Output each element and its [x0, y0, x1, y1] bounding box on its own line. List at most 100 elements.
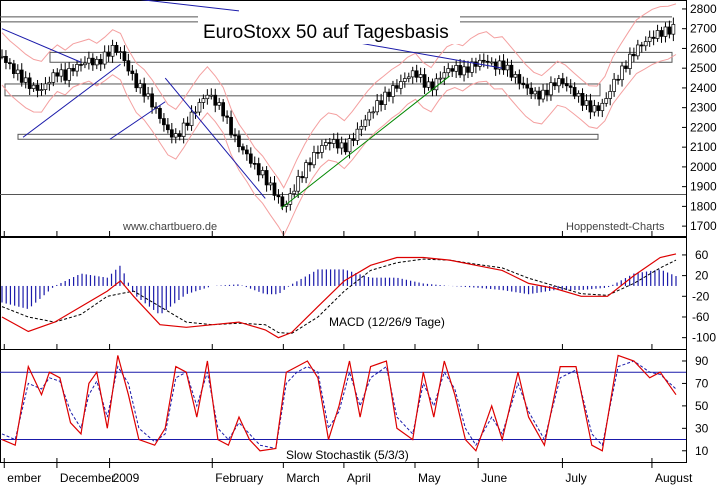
candle-body	[146, 93, 150, 97]
watermark-left: www.chartbuero.de	[122, 221, 217, 233]
candle-body	[106, 51, 111, 57]
candle-body	[379, 100, 383, 105]
candle-body	[505, 64, 510, 71]
macd-panel: 60 20 -20 -60 -100	[1, 248, 716, 345]
price-tick-label: 2200	[690, 120, 717, 134]
candle-body	[580, 93, 585, 106]
stoch-label: Slow Stochastik (5/3/3)	[286, 448, 409, 462]
stoch-tick-label: 50	[695, 399, 709, 413]
candle-body	[347, 138, 352, 153]
candle-body	[173, 133, 178, 138]
candle-body	[260, 170, 265, 176]
macd-signal-line	[1, 258, 677, 335]
price-tick-label: 2600	[690, 41, 717, 55]
candle-body	[205, 94, 210, 100]
candle-body	[556, 78, 561, 87]
candle-body	[126, 60, 131, 72]
candle-body	[525, 84, 530, 89]
candle-body	[0, 55, 4, 58]
candle-body	[316, 152, 320, 154]
candle-body	[391, 85, 395, 97]
candle-body	[395, 85, 399, 89]
candle-body	[237, 135, 241, 147]
candle-body	[639, 44, 644, 47]
candle-body	[248, 153, 253, 164]
candle-body	[422, 74, 427, 88]
candle-body	[564, 83, 569, 87]
candle-body	[114, 45, 119, 53]
candle-body	[138, 83, 143, 89]
candle-body	[134, 73, 139, 89]
candle-body	[272, 182, 277, 196]
stoch-tick-label: 70	[695, 376, 709, 390]
candle-body	[189, 111, 194, 126]
candle-body	[122, 51, 127, 62]
candle-body	[418, 74, 423, 78]
candle-body	[158, 108, 162, 119]
candle-body	[450, 68, 455, 72]
candle-body	[553, 82, 557, 87]
candle-body	[588, 100, 593, 113]
trend-line	[22, 63, 121, 138]
candle-body	[363, 119, 368, 127]
macd-tick-label: -60	[692, 310, 710, 324]
candle-body	[643, 41, 648, 47]
range-box	[49, 51, 673, 63]
title-box	[198, 16, 460, 44]
candle-body	[438, 77, 443, 80]
candle-body	[27, 77, 32, 89]
candle-body	[23, 77, 28, 83]
macd-tick-label: -20	[692, 289, 710, 303]
candle-body	[35, 84, 40, 91]
x-tick-label: March	[286, 471, 319, 485]
candle-body	[87, 57, 91, 64]
candle-body	[256, 163, 261, 176]
candle-body	[655, 30, 660, 39]
candle-body	[118, 51, 123, 53]
candle-body	[4, 55, 8, 63]
candle-body	[481, 59, 486, 62]
candle-body	[600, 102, 605, 111]
candle-body	[241, 146, 245, 151]
candle-body	[312, 152, 316, 166]
trend-line	[164, 77, 266, 199]
candle-body	[47, 81, 52, 85]
candle-body	[489, 61, 494, 64]
x-tick-label: May	[418, 471, 441, 485]
candle-body	[110, 45, 115, 57]
candle-body	[533, 90, 537, 95]
x-tick-label: August	[655, 471, 693, 485]
candle-body	[501, 60, 506, 71]
candle-body	[308, 162, 312, 166]
candle-body	[201, 98, 206, 103]
candle-body	[355, 128, 360, 141]
candle-body	[229, 116, 233, 136]
macd-label: MACD (12/26/9 Tage)	[329, 315, 445, 329]
price-tick-label: 1900	[690, 180, 717, 194]
macd-label-bg	[325, 313, 453, 329]
candle-body	[292, 190, 297, 195]
candle-body	[268, 182, 273, 186]
candle-body	[102, 51, 107, 65]
candle-body	[217, 102, 222, 106]
price-tick-label: 2100	[690, 140, 717, 154]
candle-body	[624, 65, 628, 69]
candle-body	[327, 142, 332, 144]
candle-body	[604, 98, 609, 104]
candle-body	[335, 139, 340, 149]
macd-tick-label: -100	[692, 331, 716, 345]
candle-body	[51, 72, 56, 83]
candle-body	[458, 65, 462, 76]
candle-body	[71, 68, 75, 72]
candle-body	[162, 118, 166, 126]
candle-body	[185, 122, 190, 126]
candle-body	[304, 162, 308, 179]
candle-body	[576, 93, 581, 97]
candle-body	[466, 66, 470, 73]
candle-body	[233, 134, 237, 137]
candle-body	[592, 105, 597, 113]
candle-body	[517, 74, 522, 84]
candle-body	[406, 76, 411, 79]
candle-body	[493, 61, 498, 70]
